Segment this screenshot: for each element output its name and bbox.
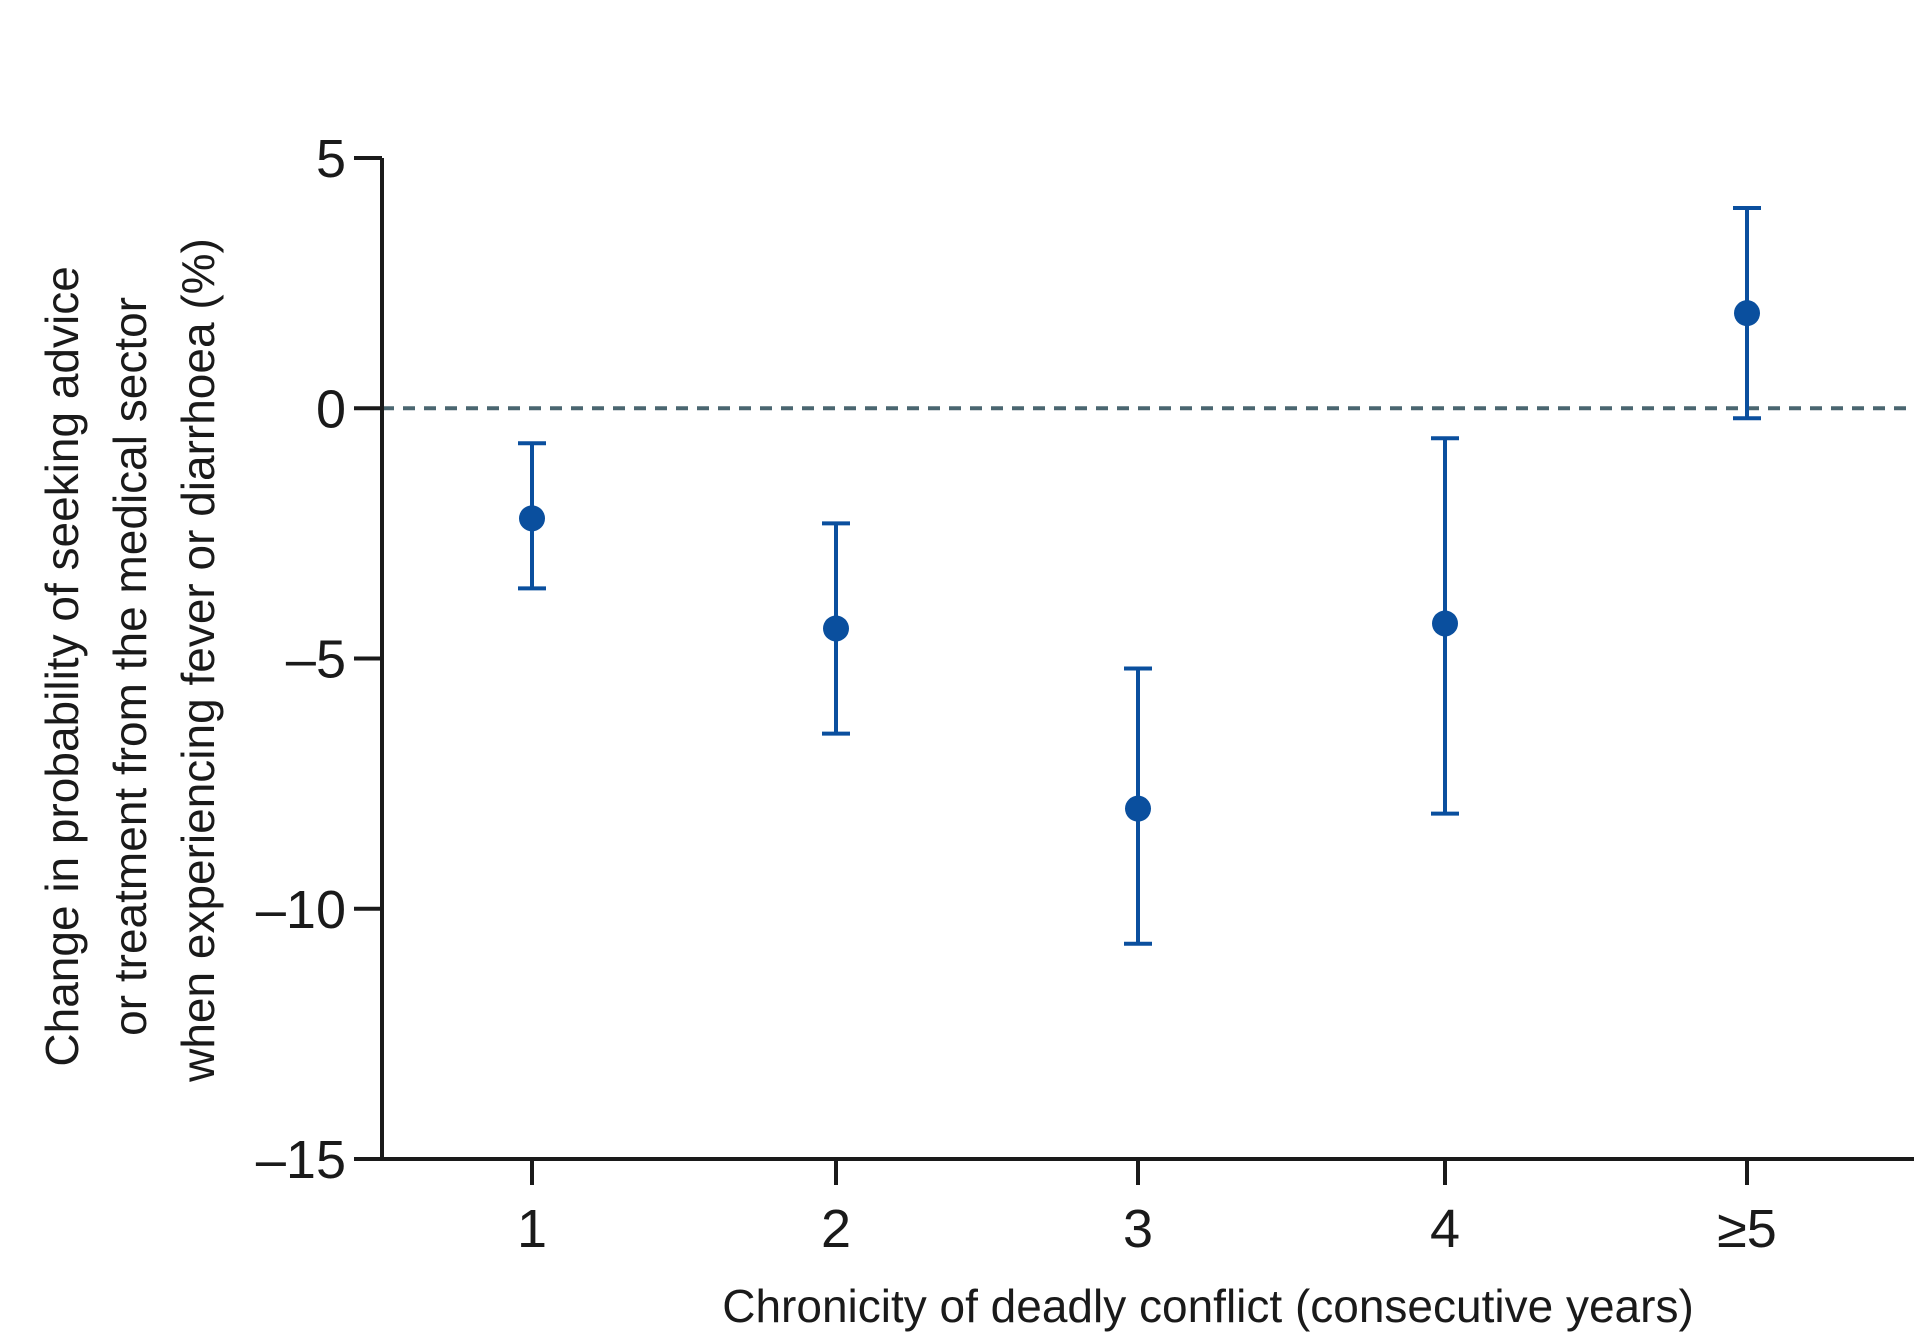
x-axis-title: Chronicity of deadly conflict (consecuti… <box>722 1280 1694 1332</box>
y-tick-label: –15 <box>256 1130 346 1190</box>
y-axis-title: Change in probability of seeking advice … <box>36 238 224 1083</box>
y-tick-label: 0 <box>316 379 346 439</box>
data-point <box>1734 300 1760 327</box>
data-marks <box>518 206 1761 946</box>
x-tick-label: 4 <box>1430 1199 1460 1259</box>
y-axis-title-line-3: when experiencing fever or diarrhoea (%) <box>172 238 224 1083</box>
y-axis-title-line-1: Change in probability of seeking advice <box>36 266 88 1066</box>
data-point <box>823 615 849 642</box>
x-axis-ticks: 1 2 3 4 ≥5 <box>517 1159 1777 1259</box>
x-tick-label: ≥5 <box>1717 1199 1777 1259</box>
data-point <box>1125 795 1151 822</box>
y-tick-label: 5 <box>316 129 346 189</box>
x-tick-label: 1 <box>517 1199 547 1259</box>
data-point <box>1432 610 1458 637</box>
y-axis-title-line-2: or treatment from the medical sector <box>104 297 156 1036</box>
x-tick-label: 3 <box>1123 1199 1153 1259</box>
data-point <box>519 505 545 532</box>
y-tick-label: –10 <box>256 880 346 940</box>
x-tick-label: 2 <box>821 1199 851 1259</box>
y-axis-ticks: 5 0 –5 –10 –15 <box>256 129 382 1190</box>
y-tick-label: –5 <box>286 630 346 690</box>
